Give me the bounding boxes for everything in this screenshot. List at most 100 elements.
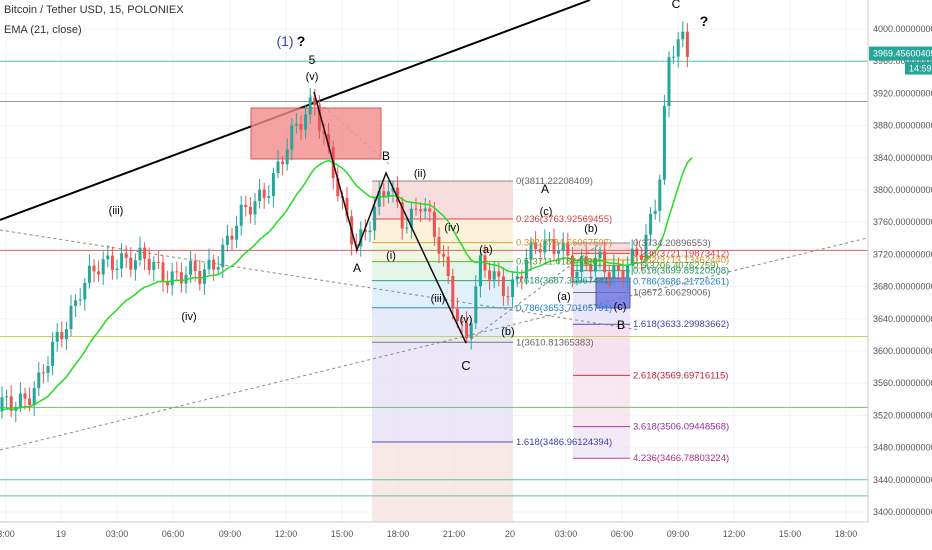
wave-label: ? <box>297 33 306 49</box>
candle-body <box>147 258 151 271</box>
time-tick-label: 12:00 <box>723 529 746 539</box>
candle-body <box>598 251 602 258</box>
candle-body <box>580 256 584 272</box>
candle-body <box>662 106 666 180</box>
fib-zone <box>573 242 630 254</box>
candle-body <box>681 31 685 40</box>
fib1-label: 1(3610.81365383) <box>516 337 594 348</box>
fib-zone <box>372 342 513 442</box>
current-price-box <box>869 46 932 61</box>
candle-body <box>230 235 234 240</box>
fib-zone <box>372 180 513 220</box>
candle-body <box>276 161 280 174</box>
candle-body <box>327 133 331 147</box>
time-tick-label: 06:00 <box>162 529 185 539</box>
fib-zone <box>372 441 513 522</box>
price-tick-label: 3560.00000000 <box>873 378 932 388</box>
candle-body <box>87 265 91 283</box>
fib2-label: 1(3672.60629006) <box>633 288 711 299</box>
candle-body <box>281 161 285 165</box>
fib1-label: 0.236(3763.92569455) <box>516 214 612 225</box>
candle-body <box>18 393 22 408</box>
candle-body <box>607 272 611 278</box>
candle-body <box>465 322 469 339</box>
candle-body <box>212 259 216 270</box>
price-axis[interactable]: 4000.00000000 3960.00000000 3920.00000000 3… <box>867 0 932 522</box>
target-box <box>595 277 631 309</box>
candle-body <box>616 265 620 270</box>
candle-body <box>23 393 27 399</box>
candle-body <box>161 262 165 282</box>
price-tick-label: 3440.00000000 <box>873 475 932 485</box>
candle-body <box>552 239 556 254</box>
countdown-label: 14:59 <box>909 64 932 74</box>
candle-body <box>547 239 551 241</box>
wave-label: (ii) <box>414 168 426 180</box>
fib2-label: 0.382(3713.13462440) <box>633 255 729 266</box>
price-tick-label: 3600.00000000 <box>873 346 932 356</box>
fib2-label: 0.618(3699.89120508) <box>633 266 729 277</box>
candle-body <box>363 229 367 233</box>
candle-body <box>304 114 308 130</box>
candle-body <box>115 268 119 271</box>
candle-body <box>396 187 400 203</box>
time-tick-label: 06:00 <box>611 529 634 539</box>
indicator-label[interactable]: EMA (21, close) <box>4 24 82 36</box>
candle-body <box>561 242 565 251</box>
candle-body <box>253 201 257 215</box>
candle-body <box>156 261 160 263</box>
wave-abc-line <box>313 91 467 344</box>
fib1-label: 0.786(3653.70105791) <box>516 303 612 314</box>
candle-body <box>235 225 239 240</box>
candle-body <box>166 281 170 286</box>
candle-body <box>285 149 289 165</box>
symbol-title: Bitcoin / Tether USD, 15, POLONIEX <box>4 4 184 16</box>
candle-body <box>51 341 55 367</box>
wave-label: B <box>382 149 390 163</box>
candle-body <box>9 396 13 411</box>
price-tick-label: 3960.00000000 <box>873 56 932 66</box>
candle-body <box>262 189 266 198</box>
candle-body <box>557 250 561 254</box>
candle-body <box>382 191 386 197</box>
time-tick-label: 03:00 <box>106 529 129 539</box>
time-tick-label: 12:00 <box>275 529 298 539</box>
candle-body <box>543 240 547 253</box>
candle-body <box>672 56 676 58</box>
fib2-label: 4.236(3466.78803224) <box>633 453 729 464</box>
time-tick-label: 19 <box>56 529 66 539</box>
wave-label: (b) <box>501 326 514 338</box>
candle-body <box>373 206 377 231</box>
fib-zone <box>372 219 513 243</box>
candle-body <box>667 57 671 107</box>
candle-body <box>612 265 616 278</box>
candle-body <box>152 261 156 271</box>
time-tick-label: 18:00 <box>835 529 858 539</box>
candle-body <box>492 271 496 280</box>
candle-body <box>225 235 229 245</box>
candle-body <box>570 255 574 278</box>
wave-label: 5 <box>309 53 316 67</box>
time-tick-label: 15:00 <box>779 529 802 539</box>
candle-body <box>460 321 464 323</box>
candle-body <box>593 257 597 272</box>
fib-zone <box>573 324 630 376</box>
candle-body <box>207 259 211 270</box>
fib2-label: 0.5(3706.40762759) <box>633 260 719 271</box>
candle-body <box>32 388 36 406</box>
time-axis[interactable]: 3:00 19 03:00 06:00 09:00 12:00 15:00 18:00 21:0… <box>0 521 932 550</box>
resistance-box <box>250 107 382 160</box>
candle-body <box>97 271 101 275</box>
candle-body <box>189 261 193 275</box>
candle-body <box>83 282 87 300</box>
candle-body <box>239 204 243 226</box>
candle-body <box>294 123 298 126</box>
wave-label: A <box>353 261 361 275</box>
fib-labels: 0(3811.22208409) 0.236(3763.92569455) 0.38… <box>516 176 729 464</box>
fib2-label: 3.618(3506.09448568) <box>633 422 729 433</box>
candle-body <box>538 249 542 253</box>
fib2-label: 2.618(3569.69716115) <box>633 370 728 381</box>
candle-body <box>676 39 680 57</box>
candle-body <box>474 286 478 324</box>
